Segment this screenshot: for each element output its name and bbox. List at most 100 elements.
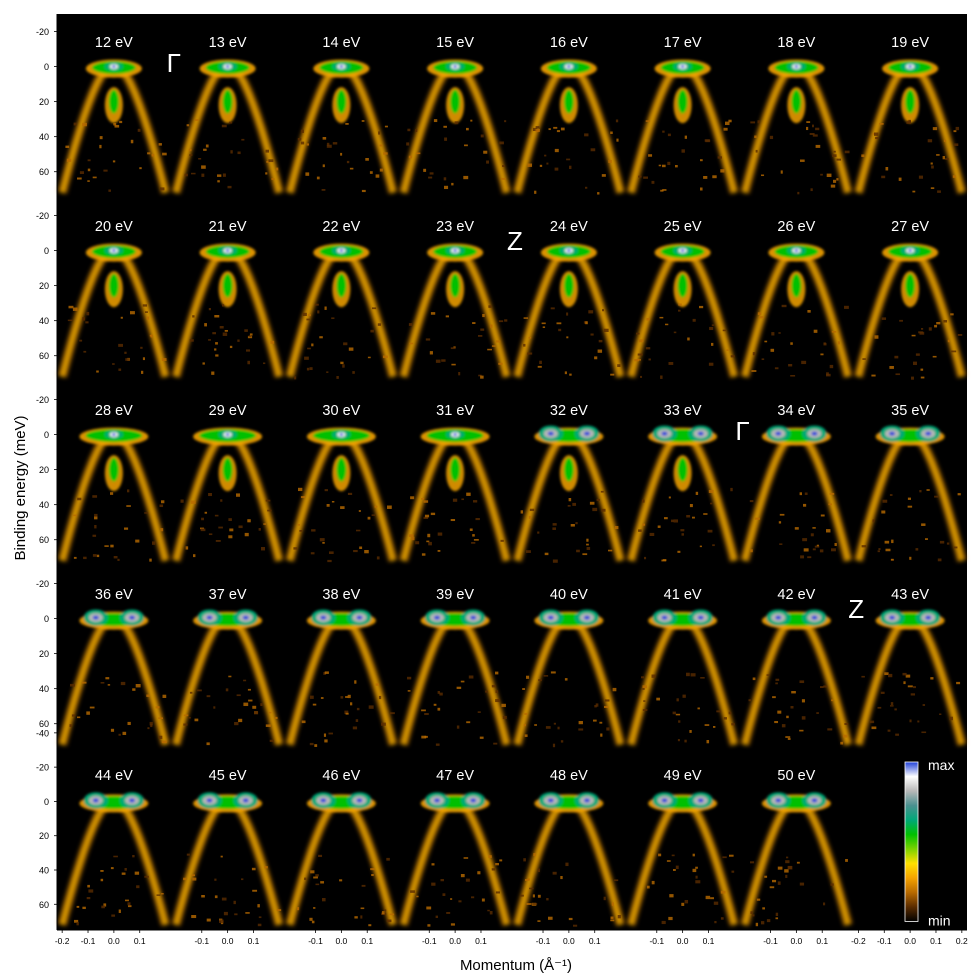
panel-21-eV: 21 eV bbox=[171, 219, 284, 378]
noise bbox=[409, 492, 504, 556]
y-tick-label: 60 bbox=[39, 535, 49, 545]
noise bbox=[862, 313, 963, 380]
kz-marker: Z bbox=[848, 594, 864, 624]
central-band bbox=[218, 87, 237, 124]
band-arc bbox=[399, 435, 512, 562]
noise bbox=[522, 671, 617, 748]
panel-49-eV: 49 eV bbox=[626, 768, 739, 927]
central-band bbox=[332, 87, 351, 124]
band-arc bbox=[512, 801, 625, 927]
noise bbox=[65, 120, 167, 192]
flat-band bbox=[654, 59, 711, 78]
flat-band bbox=[79, 609, 149, 630]
panel-45-eV: 45 eV bbox=[171, 768, 284, 927]
panel-13-eV: 13 eV bbox=[171, 35, 284, 194]
photon-energy-label: 49 eV bbox=[664, 768, 702, 784]
flat-band bbox=[761, 792, 831, 813]
x-tick-label: 0.1 bbox=[816, 936, 828, 946]
x-tick-label: 0.0 bbox=[790, 936, 802, 946]
band-arc bbox=[740, 67, 853, 194]
x-tick-label: 0.0 bbox=[335, 936, 347, 946]
panel-43-eV: 43 eV bbox=[854, 587, 967, 746]
band-arc bbox=[285, 435, 398, 562]
y-tick-label: 40 bbox=[39, 866, 49, 876]
panel-30-eV: 30 eV bbox=[285, 403, 398, 563]
noise bbox=[638, 119, 732, 192]
photon-energy-label: 24 eV bbox=[550, 219, 588, 235]
flat-band bbox=[540, 243, 597, 262]
x-tick-label: 0.0 bbox=[563, 936, 575, 946]
y-tick-label: 40 bbox=[39, 684, 49, 694]
flat-band bbox=[306, 792, 376, 813]
flat-band bbox=[306, 427, 376, 446]
photon-energy-label: 28 eV bbox=[95, 403, 133, 419]
photon-energy-label: 31 eV bbox=[436, 403, 474, 419]
noise bbox=[296, 854, 395, 927]
band-arc bbox=[399, 67, 512, 194]
photon-energy-label: 32 eV bbox=[550, 403, 588, 419]
x-axis-label: Momentum (Å⁻¹) bbox=[460, 957, 572, 974]
photon-energy-label: 44 eV bbox=[95, 768, 133, 784]
flat-band bbox=[648, 609, 718, 630]
flat-band bbox=[199, 243, 256, 262]
panel-35-eV: 35 eV bbox=[854, 403, 967, 562]
flat-band bbox=[79, 427, 149, 446]
band-arc bbox=[399, 251, 512, 378]
x-tick-label: 0.1 bbox=[134, 936, 146, 946]
y-tick-label: 40 bbox=[39, 132, 49, 142]
y-tick-label: 20 bbox=[39, 831, 49, 841]
photon-energy-label: 15 eV bbox=[436, 35, 474, 51]
central-band bbox=[673, 87, 692, 124]
y-axes: -20 0 20 40 60 -20 0 20 40 60 -20 0 20 40 60 -20 0 20 40 60… bbox=[36, 14, 58, 930]
panel-14-eV: 14 eV bbox=[285, 35, 398, 194]
y-tick-label: -20 bbox=[36, 763, 49, 773]
panel-41-eV: 41 eV bbox=[626, 587, 739, 746]
band-arc bbox=[57, 619, 170, 746]
x-tick-label: 0.1 bbox=[703, 936, 715, 946]
flat-band bbox=[534, 792, 604, 813]
noise bbox=[861, 672, 961, 736]
photon-energy-label: 35 eV bbox=[891, 403, 929, 419]
central-band bbox=[104, 455, 123, 492]
panel-33-eV: 33 eV bbox=[626, 403, 739, 562]
panel-27-eV: 27 eV bbox=[854, 219, 967, 380]
x-tick-label: -0.1 bbox=[877, 936, 892, 946]
panel-24-eV: 24 eV bbox=[512, 219, 625, 378]
y-tick-label: 0 bbox=[44, 246, 49, 256]
photon-energy-label: 48 eV bbox=[550, 768, 588, 784]
panel-40-eV: 40 eV bbox=[512, 587, 625, 748]
flat-band bbox=[313, 59, 370, 78]
flat-band bbox=[313, 243, 370, 262]
central-band bbox=[446, 271, 465, 308]
colorbar-min-label: min bbox=[928, 912, 951, 928]
band-arc bbox=[171, 801, 284, 927]
y-tick-label: 60 bbox=[39, 719, 49, 729]
noise bbox=[183, 853, 282, 927]
panel-25-eV: 25 eV bbox=[626, 219, 739, 379]
photon-energy-label: 30 eV bbox=[322, 403, 360, 419]
central-band bbox=[104, 271, 123, 308]
photon-energy-label: 42 eV bbox=[777, 587, 815, 603]
y-tick-label: -20 bbox=[36, 27, 49, 37]
y-tick-label: 20 bbox=[39, 465, 49, 475]
photon-energy-label: 33 eV bbox=[664, 403, 702, 419]
central-band bbox=[104, 87, 123, 124]
band-arc bbox=[854, 67, 967, 194]
x-tick-label: 0.1 bbox=[930, 936, 942, 946]
band-arc bbox=[285, 67, 398, 194]
band-arc bbox=[512, 435, 625, 562]
photon-energy-label: 34 eV bbox=[777, 403, 815, 419]
panel-48-eV: 48 eV bbox=[512, 768, 625, 927]
noise bbox=[520, 853, 621, 927]
noise bbox=[861, 489, 961, 562]
noise bbox=[73, 489, 165, 562]
y-tick-label: 40 bbox=[39, 500, 49, 510]
flat-band bbox=[534, 425, 604, 446]
flat-band bbox=[420, 427, 490, 446]
band-arc bbox=[285, 619, 398, 746]
band-arc bbox=[740, 435, 853, 562]
noise bbox=[751, 304, 849, 377]
central-band bbox=[559, 271, 578, 308]
y-tick-label: 60 bbox=[39, 351, 49, 361]
noise bbox=[750, 120, 850, 195]
